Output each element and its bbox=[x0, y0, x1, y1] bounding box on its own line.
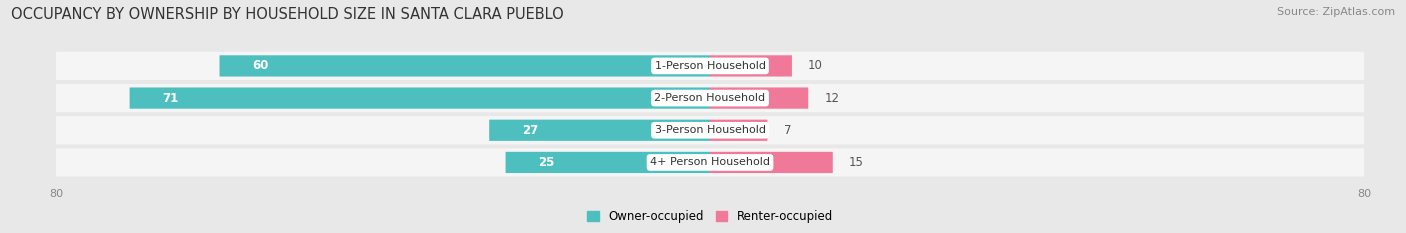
Text: 3-Person Household: 3-Person Household bbox=[655, 125, 765, 135]
FancyBboxPatch shape bbox=[710, 120, 768, 141]
FancyBboxPatch shape bbox=[506, 152, 710, 173]
FancyBboxPatch shape bbox=[56, 84, 1364, 112]
Text: 12: 12 bbox=[824, 92, 839, 105]
Text: Source: ZipAtlas.com: Source: ZipAtlas.com bbox=[1277, 7, 1395, 17]
Text: 10: 10 bbox=[808, 59, 823, 72]
FancyBboxPatch shape bbox=[710, 55, 792, 76]
Legend: Owner-occupied, Renter-occupied: Owner-occupied, Renter-occupied bbox=[586, 210, 834, 223]
FancyBboxPatch shape bbox=[219, 55, 710, 76]
Text: 27: 27 bbox=[522, 124, 538, 137]
FancyBboxPatch shape bbox=[710, 87, 808, 109]
FancyBboxPatch shape bbox=[56, 116, 1364, 144]
FancyBboxPatch shape bbox=[129, 87, 710, 109]
FancyBboxPatch shape bbox=[56, 148, 1364, 177]
Text: 71: 71 bbox=[163, 92, 179, 105]
Text: 4+ Person Household: 4+ Person Household bbox=[650, 158, 770, 168]
Text: 7: 7 bbox=[783, 124, 792, 137]
FancyBboxPatch shape bbox=[710, 152, 832, 173]
FancyBboxPatch shape bbox=[489, 120, 710, 141]
Text: 60: 60 bbox=[252, 59, 269, 72]
Text: 25: 25 bbox=[538, 156, 555, 169]
Text: 1-Person Household: 1-Person Household bbox=[655, 61, 765, 71]
Text: OCCUPANCY BY OWNERSHIP BY HOUSEHOLD SIZE IN SANTA CLARA PUEBLO: OCCUPANCY BY OWNERSHIP BY HOUSEHOLD SIZE… bbox=[11, 7, 564, 22]
Text: 2-Person Household: 2-Person Household bbox=[654, 93, 766, 103]
Text: 15: 15 bbox=[849, 156, 863, 169]
FancyBboxPatch shape bbox=[56, 52, 1364, 80]
